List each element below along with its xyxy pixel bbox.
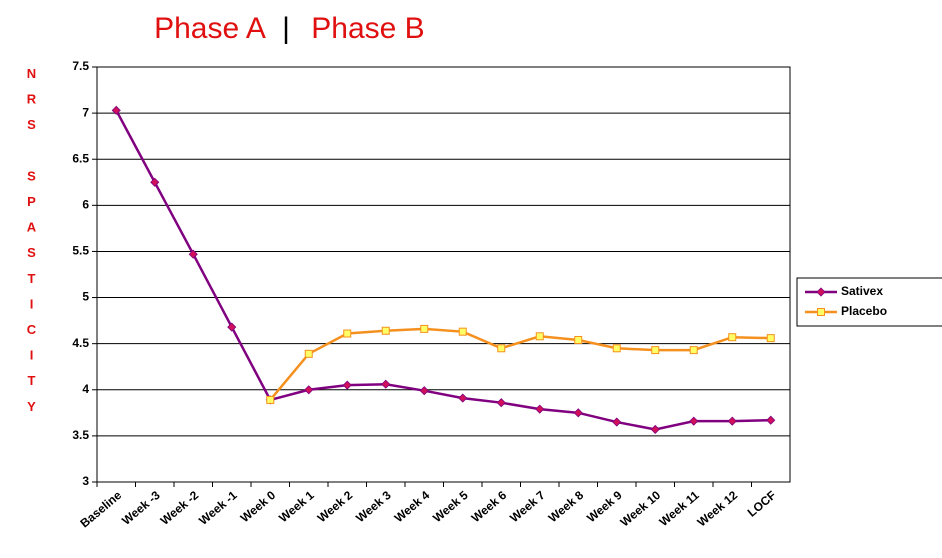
x-tick-label: Week 0 xyxy=(238,488,279,525)
y-tick-label: 5.5 xyxy=(72,244,89,258)
data-point xyxy=(651,346,660,355)
data-point xyxy=(419,386,429,396)
x-tick-label: Week 4 xyxy=(392,488,433,525)
data-point xyxy=(727,416,737,426)
data-point xyxy=(728,333,737,342)
legend-label: Sativex xyxy=(841,284,883,298)
data-point xyxy=(458,327,467,336)
series-line xyxy=(269,327,771,401)
x-tick-label: Baseline xyxy=(77,488,124,531)
data-point xyxy=(343,329,352,338)
data-point xyxy=(612,344,621,353)
x-tick-label: Week 3 xyxy=(353,488,394,525)
data-point xyxy=(574,335,583,344)
x-tick-label: Week 10 xyxy=(618,488,664,530)
y-tick-label: 7 xyxy=(82,105,89,119)
plot-frame xyxy=(96,66,791,483)
data-point xyxy=(766,415,776,425)
y-tick-label: 6.5 xyxy=(72,151,89,165)
x-tick-label: Week 7 xyxy=(507,488,548,525)
data-point xyxy=(535,404,545,414)
legend-marker xyxy=(817,308,825,316)
y-tick-label: 4.5 xyxy=(72,336,89,350)
data-point xyxy=(188,249,198,259)
y-tick-label: 7.5 xyxy=(72,59,89,73)
data-point xyxy=(766,334,775,343)
legend-box xyxy=(796,277,942,327)
data-point xyxy=(150,177,160,187)
data-point xyxy=(342,380,352,390)
data-point xyxy=(458,393,468,403)
data-point xyxy=(381,326,390,335)
y-tick-label: 3 xyxy=(82,474,89,488)
data-point xyxy=(227,322,237,332)
x-tick-label: Week 2 xyxy=(315,488,356,525)
x-tick-label: Week 11 xyxy=(657,488,702,529)
x-tick-label: Week 8 xyxy=(546,488,587,525)
y-tick-label: 6 xyxy=(82,198,89,212)
y-tick-label: 5 xyxy=(82,290,89,304)
x-tick-label: LOCF xyxy=(745,488,779,520)
legend-label: Placebo xyxy=(841,304,887,318)
data-point xyxy=(497,344,506,353)
data-point xyxy=(573,408,583,418)
data-point xyxy=(111,105,121,115)
data-point xyxy=(612,417,622,427)
data-point xyxy=(650,424,660,434)
x-tick-label: Week 1 xyxy=(276,488,317,525)
x-tick-label: Week 5 xyxy=(430,488,471,525)
x-tick-label: Week -2 xyxy=(158,488,202,528)
y-tick-label: 4 xyxy=(82,382,89,396)
series-line xyxy=(115,109,771,431)
y-tick-label: 3.5 xyxy=(72,428,89,442)
data-point xyxy=(304,349,313,358)
title-left: Phase A xyxy=(154,12,266,45)
data-point xyxy=(420,324,429,333)
data-point xyxy=(689,346,698,355)
data-point xyxy=(535,332,544,341)
x-tick-label: Week 6 xyxy=(469,488,510,525)
data-point xyxy=(304,385,314,395)
legend-marker xyxy=(816,287,826,297)
title-right: Phase B xyxy=(311,12,424,45)
x-tick-label: Week -3 xyxy=(119,488,163,528)
data-point xyxy=(496,398,506,408)
data-point xyxy=(266,395,275,404)
x-tick-label: Week -1 xyxy=(196,488,240,528)
y-axis-label: NRS SPASTICITY xyxy=(24,66,39,425)
x-tick-label: Week 12 xyxy=(695,488,741,530)
data-point xyxy=(381,379,391,389)
data-point xyxy=(689,416,699,426)
title-separator: | xyxy=(282,12,290,45)
